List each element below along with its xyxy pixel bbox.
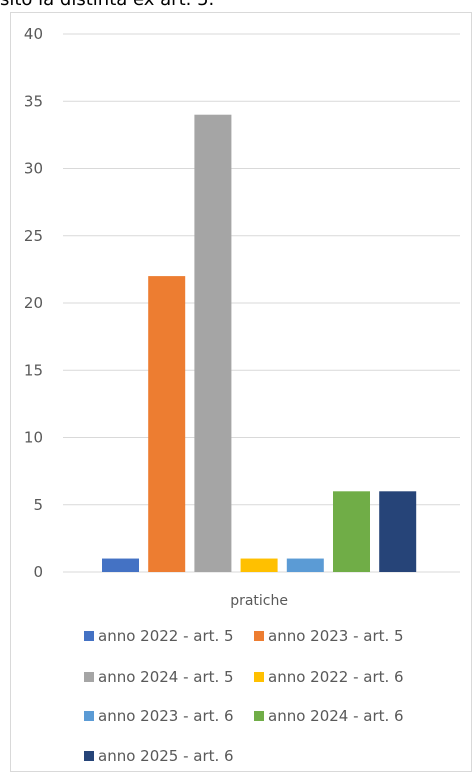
y-tick-label: 40 <box>24 25 43 43</box>
legend-label: anno 2024 - art. 6 <box>268 707 404 725</box>
legend-swatch <box>84 672 94 682</box>
y-tick-label: 0 <box>33 563 43 581</box>
legend-swatch <box>84 631 94 641</box>
bar <box>102 558 139 572</box>
chart-area <box>10 12 472 772</box>
legend-label: anno 2022 - art. 5 <box>98 627 234 645</box>
legend-swatch <box>254 711 264 721</box>
y-tick-label: 10 <box>24 429 43 447</box>
bar <box>240 558 278 572</box>
y-tick-label: 30 <box>24 160 43 178</box>
legend-swatch <box>84 711 94 721</box>
legend-swatch <box>254 672 264 682</box>
y-tick-label: 35 <box>24 92 43 110</box>
bar <box>194 114 232 572</box>
legend-swatch <box>84 751 94 761</box>
bar <box>379 491 417 572</box>
legend-label: anno 2022 - art. 6 <box>268 668 404 686</box>
legend-label: anno 2024 - art. 5 <box>98 668 234 686</box>
x-category-label: pratiche <box>230 593 288 609</box>
y-tick-label: 20 <box>24 294 43 312</box>
y-tick-label: 25 <box>24 227 43 245</box>
bar <box>148 276 186 572</box>
bar <box>286 558 324 572</box>
partial-caption-text: sito la distinta ex art. 5. <box>0 0 214 10</box>
legend-swatch <box>254 631 264 641</box>
y-tick-label: 5 <box>33 496 43 514</box>
legend-label: anno 2025 - art. 6 <box>98 747 234 765</box>
legend-label: anno 2023 - art. 5 <box>268 627 404 645</box>
bar <box>333 491 370 572</box>
y-tick-label: 15 <box>24 361 43 379</box>
legend-label: anno 2023 - art. 6 <box>98 707 234 725</box>
